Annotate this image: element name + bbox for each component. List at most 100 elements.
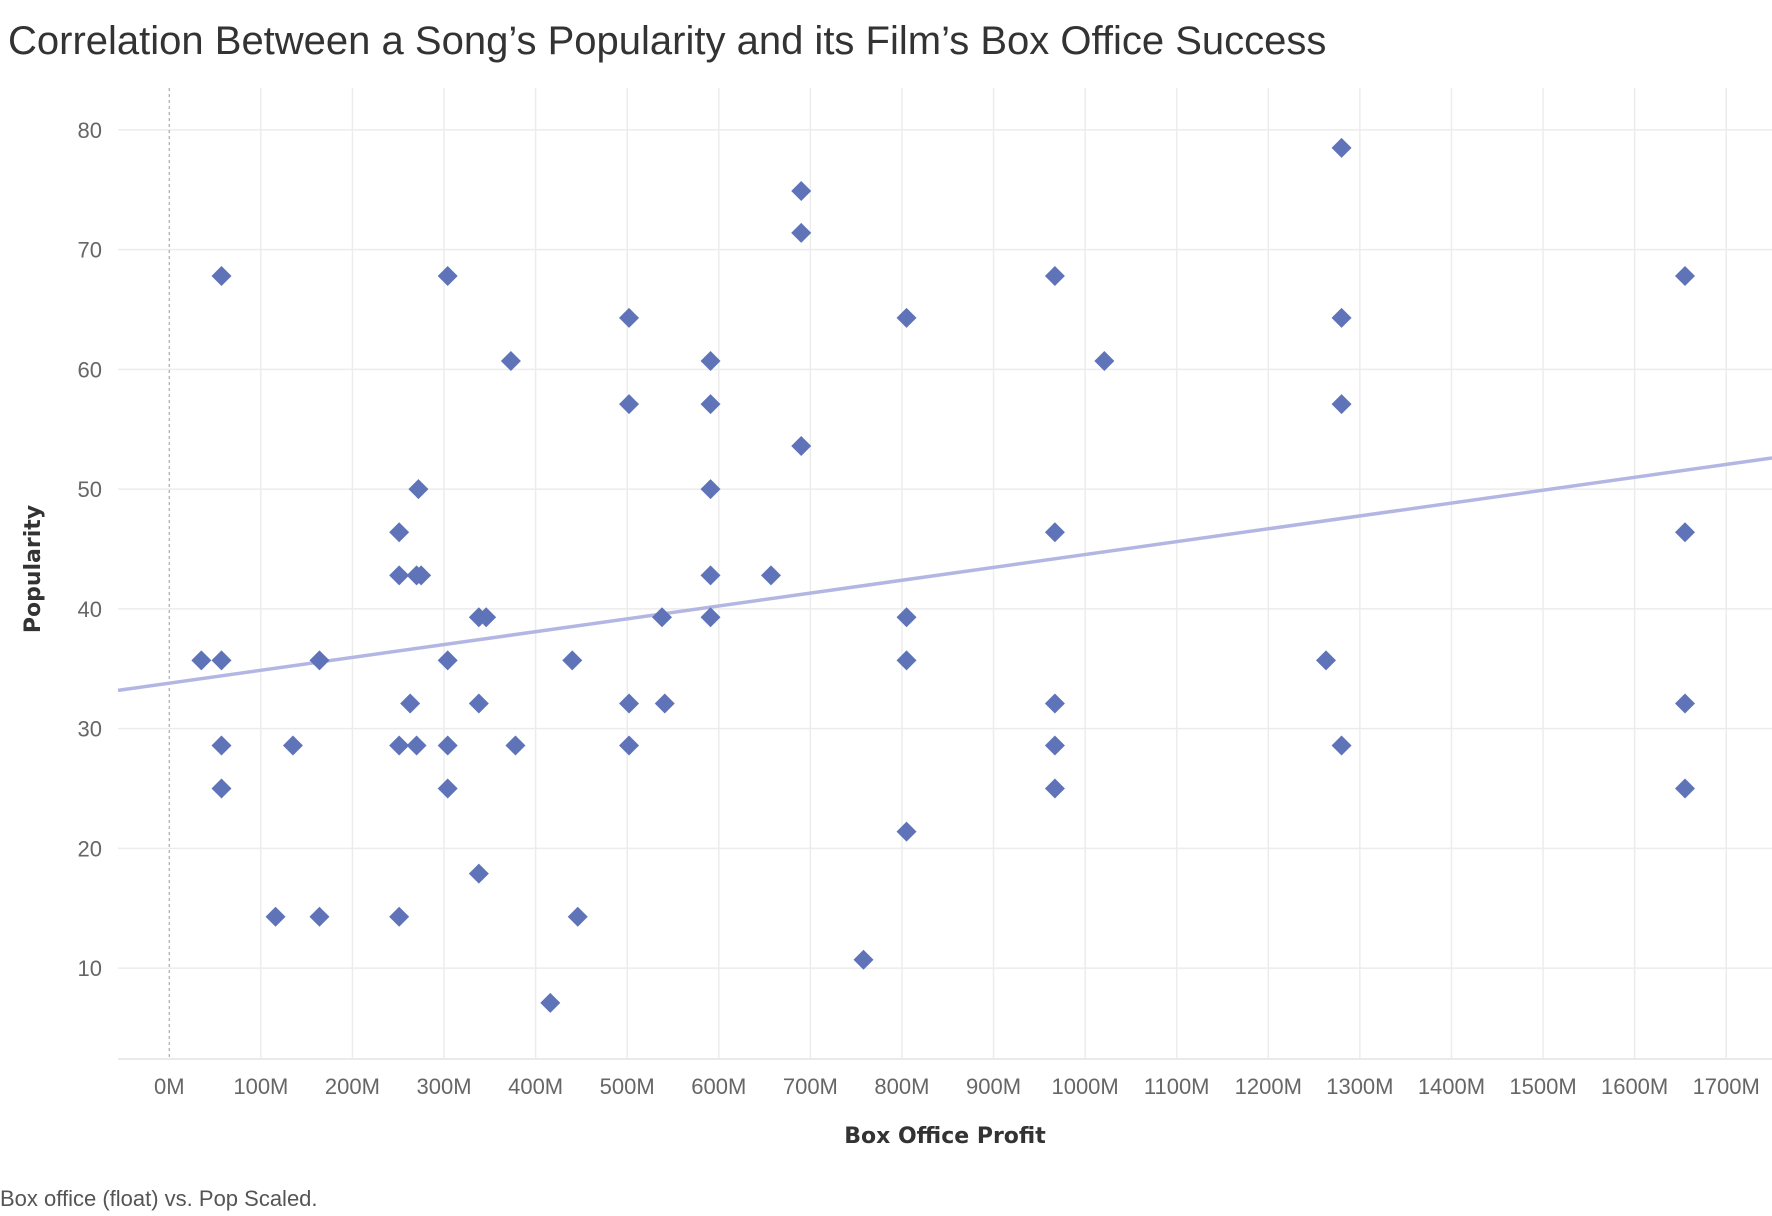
x-tick-label: 1600M bbox=[1601, 1074, 1668, 1099]
data-point bbox=[652, 607, 673, 628]
x-tick-label: 1300M bbox=[1326, 1074, 1393, 1099]
data-point bbox=[191, 650, 212, 671]
x-tick-labels: 0M 100M 200M 300M 400M 500M 600M 700M 800M 900M 10… bbox=[154, 1074, 1760, 1099]
x-tick-label: 200M bbox=[325, 1074, 380, 1099]
data-point bbox=[896, 650, 917, 671]
x-tick-label: 1000M bbox=[1051, 1074, 1118, 1099]
data-point bbox=[211, 735, 232, 756]
data-point bbox=[619, 394, 640, 415]
data-point bbox=[619, 693, 640, 714]
grid-lines bbox=[118, 88, 1772, 1058]
x-tick-label: 1100M bbox=[1144, 1074, 1210, 1099]
data-point bbox=[1674, 693, 1695, 714]
data-point bbox=[791, 180, 812, 201]
data-point bbox=[1044, 522, 1065, 543]
x-tick-label: 0M bbox=[154, 1074, 185, 1099]
axes bbox=[118, 88, 1772, 1060]
data-point bbox=[468, 693, 489, 714]
data-point bbox=[408, 479, 429, 500]
data-point bbox=[562, 650, 583, 671]
data-point bbox=[896, 821, 917, 842]
chart-title: Correlation Between a Song’s Popularity … bbox=[8, 19, 1326, 63]
x-axis-title: Box Office Profit bbox=[844, 1124, 1046, 1149]
x-tick-label: 600M bbox=[691, 1074, 746, 1099]
data-point bbox=[540, 992, 561, 1013]
data-point bbox=[1094, 351, 1115, 372]
data-point bbox=[406, 735, 427, 756]
data-point bbox=[700, 394, 721, 415]
data-point bbox=[853, 949, 874, 970]
data-point bbox=[211, 650, 232, 671]
data-point bbox=[1315, 650, 1336, 671]
x-tick-label: 500M bbox=[600, 1074, 655, 1099]
x-tick-label: 1700M bbox=[1693, 1074, 1760, 1099]
trend-line-group bbox=[117, 456, 1772, 693]
data-point bbox=[1331, 394, 1352, 415]
chart-caption: Box office (float) vs. Pop Scaled. bbox=[0, 1186, 318, 1211]
data-point bbox=[211, 778, 232, 799]
data-point bbox=[1044, 735, 1065, 756]
y-tick-label: 30 bbox=[78, 717, 102, 742]
data-point bbox=[309, 906, 330, 927]
data-point bbox=[468, 863, 489, 884]
data-point bbox=[700, 351, 721, 372]
y-tick-label: 20 bbox=[78, 836, 102, 861]
data-point bbox=[505, 735, 526, 756]
y-tick-label: 60 bbox=[78, 357, 102, 382]
data-point bbox=[1044, 778, 1065, 799]
y-tick-label: 70 bbox=[78, 238, 102, 263]
data-point bbox=[389, 565, 410, 586]
x-tick-label: 400M bbox=[508, 1074, 563, 1099]
data-point bbox=[1331, 137, 1352, 158]
data-point bbox=[791, 222, 812, 243]
x-tick-label: 100M bbox=[233, 1074, 288, 1099]
y-tick-label: 80 bbox=[78, 118, 102, 143]
data-point bbox=[1331, 307, 1352, 328]
data-point bbox=[1674, 778, 1695, 799]
data-point bbox=[896, 307, 917, 328]
trend-line bbox=[117, 456, 1772, 693]
x-tick-label: 300M bbox=[417, 1074, 472, 1099]
data-point bbox=[1674, 522, 1695, 543]
y-axis-title: Popularity bbox=[21, 505, 46, 633]
data-point bbox=[760, 565, 781, 586]
y-tick-label: 40 bbox=[78, 597, 102, 622]
data-point bbox=[309, 650, 330, 671]
x-tick-label: 800M bbox=[874, 1074, 929, 1099]
y-tick-label: 50 bbox=[78, 477, 102, 502]
data-point bbox=[437, 650, 458, 671]
data-point bbox=[437, 266, 458, 287]
data-point bbox=[700, 607, 721, 628]
x-tick-label: 700M bbox=[783, 1074, 838, 1099]
data-point bbox=[389, 906, 410, 927]
data-point bbox=[476, 607, 497, 628]
data-point bbox=[389, 735, 410, 756]
data-point bbox=[400, 693, 421, 714]
data-point bbox=[896, 607, 917, 628]
x-tick-label: 900M bbox=[966, 1074, 1021, 1099]
data-point bbox=[791, 436, 812, 457]
data-point bbox=[1044, 266, 1065, 287]
data-point bbox=[389, 522, 410, 543]
data-point bbox=[411, 565, 432, 586]
data-point bbox=[1044, 693, 1065, 714]
data-point bbox=[654, 693, 675, 714]
data-point bbox=[437, 778, 458, 799]
data-points bbox=[191, 137, 1695, 1013]
x-tick-label: 1400M bbox=[1418, 1074, 1485, 1099]
x-tick-label: 1200M bbox=[1235, 1074, 1302, 1099]
data-point bbox=[619, 735, 640, 756]
data-point bbox=[619, 307, 640, 328]
data-point bbox=[437, 735, 458, 756]
x-tick-label: 1500M bbox=[1509, 1074, 1576, 1099]
data-point bbox=[567, 906, 588, 927]
data-point bbox=[1331, 735, 1352, 756]
data-point bbox=[265, 906, 286, 927]
data-point bbox=[500, 351, 521, 372]
data-point bbox=[282, 735, 303, 756]
y-tick-label: 10 bbox=[78, 956, 102, 981]
data-point bbox=[211, 266, 232, 287]
data-point bbox=[1674, 266, 1695, 287]
data-point bbox=[700, 479, 721, 500]
